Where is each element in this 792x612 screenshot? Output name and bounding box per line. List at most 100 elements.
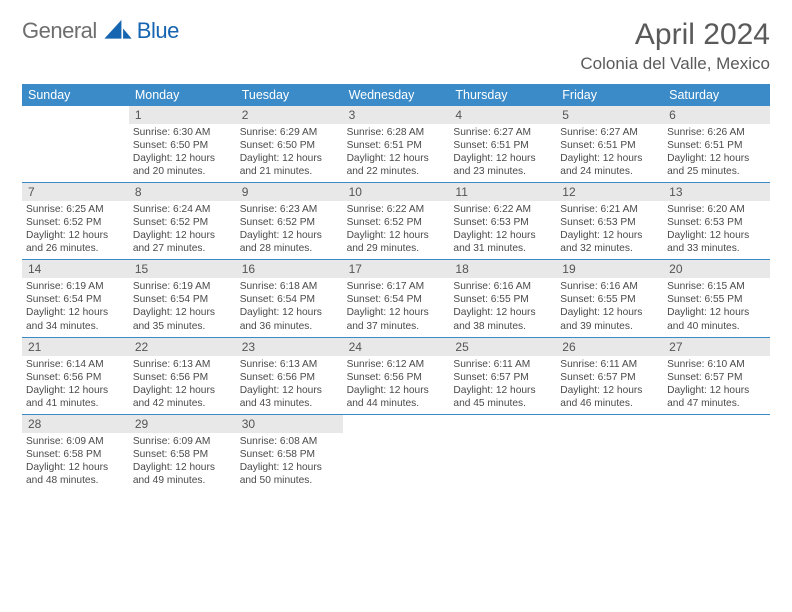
day-number: 17 [343, 260, 450, 278]
day-cell: 29Sunrise: 6:09 AMSunset: 6:58 PMDayligh… [129, 415, 236, 491]
day-details: Sunrise: 6:14 AMSunset: 6:56 PMDaylight:… [22, 356, 129, 414]
week-row: 28 Sunrise: 6:09 AM Sunset: 6:58 PM Dayligh… [22, 415, 770, 491]
title-block: April 2024 Colonia del Valle, Mexico [580, 18, 770, 74]
sunset-text: Sunset: 6:51 PM [667, 139, 766, 152]
sunrise-text: Sunrise: 6:15 AM [667, 280, 766, 293]
day-number: 28 [22, 415, 129, 433]
day-cell: 14Sunrise: 6:19 AMSunset: 6:54 PMDayligh… [22, 260, 129, 336]
calendar: Sunday Monday Tuesday Wednesday Thursday… [22, 84, 770, 491]
sunset-text: Sunset: 6:50 PM [133, 139, 232, 152]
day-number: 7 [22, 183, 129, 201]
sunset-text: Sunset: 6:52 PM [240, 216, 339, 229]
daylight-text: and 27 minutes. [133, 242, 232, 255]
day-details: Sunrise: 6:26 AMSunset: 6:51 PMDaylight:… [663, 124, 770, 182]
daylight-text: and 44 minutes. [347, 397, 446, 410]
daylight-text: and 45 minutes. [453, 397, 552, 410]
daylight-text: Daylight: 12 hours [453, 306, 552, 319]
day-cell: 24Sunrise: 6:12 AMSunset: 6:56 PMDayligh… [343, 338, 450, 414]
daylight-text: Daylight: 12 hours [347, 229, 446, 242]
sunset-text: Sunset: 6:56 PM [347, 371, 446, 384]
sunrise-text: Sunrise: 6:22 AM [347, 203, 446, 216]
day-details: Sunrise: 6:30 AMSunset: 6:50 PMDaylight:… [129, 124, 236, 182]
brand-logo: General Blue [22, 18, 179, 44]
daylight-text: Daylight: 12 hours [667, 152, 766, 165]
sunrise-text: Sunrise: 6:13 AM [133, 358, 232, 371]
daylight-text: Daylight: 12 hours [26, 384, 125, 397]
sunset-text: Sunset: 6:58 PM [26, 448, 125, 461]
sunrise-text: Sunrise: 6:18 AM [240, 280, 339, 293]
sunset-text: Sunset: 6:56 PM [133, 371, 232, 384]
day-cell: 6Sunrise: 6:26 AMSunset: 6:51 PMDaylight… [663, 106, 770, 182]
sunrise-text: Sunrise: 6:20 AM [667, 203, 766, 216]
day-details: Sunrise: 6:16 AMSunset: 6:55 PMDaylight:… [556, 278, 663, 336]
sunset-text: Sunset: 6:52 PM [133, 216, 232, 229]
day-number: 4 [449, 106, 556, 124]
sunset-text: Sunset: 6:57 PM [560, 371, 659, 384]
day-cell [22, 106, 129, 182]
weeks-container: 1Sunrise: 6:30 AMSunset: 6:50 PMDaylight… [22, 106, 770, 491]
day-details: Sunrise: 6:13 AMSunset: 6:56 PMDaylight:… [129, 356, 236, 414]
sunset-text: Sunset: 6:58 PM [240, 448, 339, 461]
weekday-header: Friday [556, 84, 663, 106]
day-cell: 21Sunrise: 6:14 AMSunset: 6:56 PMDayligh… [22, 338, 129, 414]
daylight-text: Daylight: 12 hours [26, 229, 125, 242]
daylight-text: Daylight: 12 hours [240, 152, 339, 165]
daylight-text: and 39 minutes. [560, 320, 659, 333]
daylight-text: Daylight: 12 hours [133, 306, 232, 319]
sunrise-text: Sunrise: 6:13 AM [240, 358, 339, 371]
day-number: 12 [556, 183, 663, 201]
daylight-text: and 28 minutes. [240, 242, 339, 255]
daylight-text: Daylight: 12 hours [133, 461, 232, 474]
day-details: Sunrise: 6:20 AMSunset: 6:53 PMDaylight:… [663, 201, 770, 259]
header: General Blue April 2024 Colonia del Vall… [22, 18, 770, 74]
weekday-header: Saturday [663, 84, 770, 106]
day-number: 10 [343, 183, 450, 201]
sunset-text: Sunset: 6:54 PM [347, 293, 446, 306]
week-row: 1Sunrise: 6:30 AMSunset: 6:50 PMDaylight… [22, 106, 770, 183]
sunset-text: Sunset: 6:54 PM [26, 293, 125, 306]
sunset-text: Sunset: 6:56 PM [240, 371, 339, 384]
daylight-text: and 24 minutes. [560, 165, 659, 178]
sunrise-text: Sunrise: 6:16 AM [453, 280, 552, 293]
day-cell [556, 415, 663, 491]
day-number: 30 [236, 415, 343, 433]
sunset-text: Sunset: 6:53 PM [560, 216, 659, 229]
day-number: 27 [663, 338, 770, 356]
day-cell: 8Sunrise: 6:24 AMSunset: 6:52 PMDaylight… [129, 183, 236, 259]
sunset-text: Sunset: 6:53 PM [667, 216, 766, 229]
day-number: 18 [449, 260, 556, 278]
day-number: 20 [663, 260, 770, 278]
day-number: 5 [556, 106, 663, 124]
day-number: 16 [236, 260, 343, 278]
day-details: Sunrise: 6:15 AMSunset: 6:55 PMDaylight:… [663, 278, 770, 336]
brand-sail-icon [101, 18, 135, 44]
day-number: 15 [129, 260, 236, 278]
day-details: Sunrise: 6:19 AMSunset: 6:54 PMDaylight:… [129, 278, 236, 336]
daylight-text: Daylight: 12 hours [667, 306, 766, 319]
weekday-header: Sunday [22, 84, 129, 106]
day-details: Sunrise: 6:19 AMSunset: 6:54 PMDaylight:… [22, 278, 129, 336]
daylight-text: Daylight: 12 hours [560, 229, 659, 242]
daylight-text: and 26 minutes. [26, 242, 125, 255]
day-cell [343, 415, 450, 491]
daylight-text: and 48 minutes. [26, 474, 125, 487]
sunrise-text: Sunrise: 6:21 AM [560, 203, 659, 216]
day-cell: 1Sunrise: 6:30 AMSunset: 6:50 PMDaylight… [129, 106, 236, 182]
daylight-text: Daylight: 12 hours [240, 229, 339, 242]
day-number: 6 [663, 106, 770, 124]
day-details: Sunrise: 6:12 AMSunset: 6:56 PMDaylight:… [343, 356, 450, 414]
sunset-text: Sunset: 6:54 PM [240, 293, 339, 306]
day-number: 23 [236, 338, 343, 356]
sunset-text: Sunset: 6:55 PM [560, 293, 659, 306]
daylight-text: and 31 minutes. [453, 242, 552, 255]
week-row: 21Sunrise: 6:14 AMSunset: 6:56 PMDayligh… [22, 338, 770, 415]
daylight-text: Daylight: 12 hours [667, 384, 766, 397]
day-cell: 28Sunrise: 6:09 AMSunset: 6:58 PMDayligh… [22, 415, 129, 491]
day-details: Sunrise: 6:13 AMSunset: 6:56 PMDaylight:… [236, 356, 343, 414]
sunset-text: Sunset: 6:51 PM [560, 139, 659, 152]
day-cell: 25Sunrise: 6:11 AMSunset: 6:57 PMDayligh… [449, 338, 556, 414]
day-cell: 19Sunrise: 6:16 AMSunset: 6:55 PMDayligh… [556, 260, 663, 336]
sunset-text: Sunset: 6:55 PM [453, 293, 552, 306]
sunrise-text: Sunrise: 6:29 AM [240, 126, 339, 139]
sunrise-text: Sunrise: 6:09 AM [133, 435, 232, 448]
